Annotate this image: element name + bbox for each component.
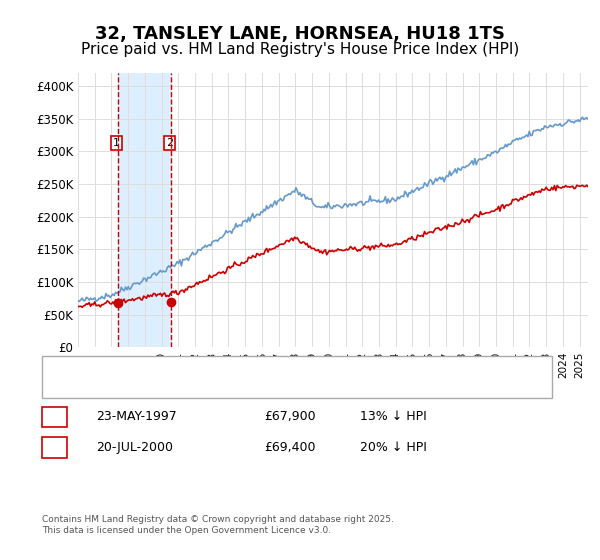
Text: HPI: Average price, detached house, East Riding of Yorkshire: HPI: Average price, detached house, East…: [90, 377, 406, 388]
Text: 23-MAY-1997: 23-MAY-1997: [96, 410, 177, 423]
Text: 13% ↓ HPI: 13% ↓ HPI: [360, 410, 427, 423]
Text: 1: 1: [50, 410, 59, 423]
Text: 20-JUL-2000: 20-JUL-2000: [96, 441, 173, 454]
Text: Price paid vs. HM Land Registry's House Price Index (HPI): Price paid vs. HM Land Registry's House …: [81, 42, 519, 57]
Text: 32, TANSLEY LANE, HORNSEA, HU18 1TS (detached house): 32, TANSLEY LANE, HORNSEA, HU18 1TS (det…: [90, 360, 397, 370]
Text: £67,900: £67,900: [264, 410, 316, 423]
Text: Contains HM Land Registry data © Crown copyright and database right 2025.
This d: Contains HM Land Registry data © Crown c…: [42, 515, 394, 535]
Bar: [118, 73, 171, 347]
Text: 20% ↓ HPI: 20% ↓ HPI: [360, 441, 427, 454]
Text: 2: 2: [50, 441, 59, 454]
Text: 1: 1: [113, 138, 120, 148]
Text: £69,400: £69,400: [264, 441, 316, 454]
Text: 2: 2: [166, 138, 173, 148]
Text: 32, TANSLEY LANE, HORNSEA, HU18 1TS: 32, TANSLEY LANE, HORNSEA, HU18 1TS: [95, 25, 505, 43]
